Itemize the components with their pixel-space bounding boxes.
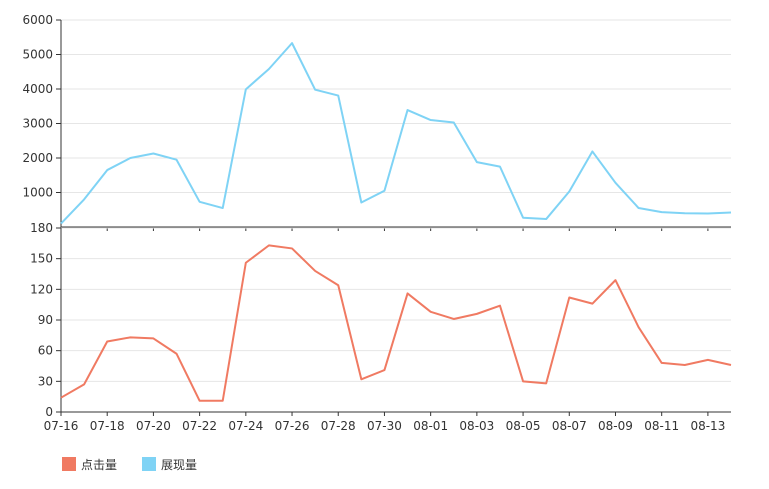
x-tick-label: 07-24 bbox=[228, 419, 263, 433]
x-tick-label: 07-16 bbox=[44, 419, 79, 433]
impressions-ytick-label: 4000 bbox=[22, 82, 53, 96]
legend-label: 点击量 bbox=[81, 458, 117, 472]
clicks-ytick-label: 120 bbox=[30, 282, 53, 296]
impressions-panel: 1000 2000 3000 4000 5000 6000 bbox=[22, 13, 732, 231]
x-tick-label: 08-09 bbox=[598, 419, 633, 433]
clicks-ytick-label: 60 bbox=[38, 344, 53, 358]
x-tick-label: 07-28 bbox=[321, 419, 356, 433]
impressions-ytick-label: 1000 bbox=[22, 186, 53, 200]
clicks-ytick-label: 90 bbox=[38, 313, 53, 327]
clicks-ytick-label: 150 bbox=[30, 252, 53, 266]
clicks-series-line bbox=[60, 244, 732, 402]
x-tick-label: 07-22 bbox=[182, 419, 217, 433]
x-tick-label: 08-03 bbox=[459, 419, 494, 433]
impressions-series-line bbox=[60, 42, 732, 225]
impressions-ytick-label: 5000 bbox=[22, 48, 53, 62]
x-tick-label: 07-30 bbox=[367, 419, 402, 433]
impressions-ytick-label: 6000 bbox=[22, 13, 53, 27]
legend: 点击量 展现量 bbox=[62, 457, 197, 472]
x-tick-label: 08-07 bbox=[552, 419, 587, 433]
clicks-panel: 0 30 60 90 120 150 180 07-16 07-18 07-20 07-22 07-2… bbox=[30, 221, 732, 433]
legend-swatch bbox=[142, 457, 156, 471]
clicks-ytick-label: 180 bbox=[30, 221, 53, 235]
clicks-ytick-label: 0 bbox=[45, 405, 53, 419]
x-tick-label: 08-11 bbox=[644, 419, 679, 433]
legend-label: 展现量 bbox=[161, 458, 197, 472]
x-tick-label: 08-13 bbox=[690, 419, 725, 433]
impressions-ytick-label: 3000 bbox=[22, 117, 53, 131]
x-tick-label: 07-26 bbox=[275, 419, 310, 433]
clicks-ytick-label: 30 bbox=[38, 374, 53, 388]
x-tick-label: 07-20 bbox=[136, 419, 171, 433]
impressions-ytick-label: 2000 bbox=[22, 151, 53, 165]
x-tick-label: 07-18 bbox=[90, 419, 125, 433]
x-tick-label: 08-05 bbox=[506, 419, 541, 433]
x-tick-label: 08-01 bbox=[413, 419, 448, 433]
legend-swatch bbox=[62, 457, 76, 471]
